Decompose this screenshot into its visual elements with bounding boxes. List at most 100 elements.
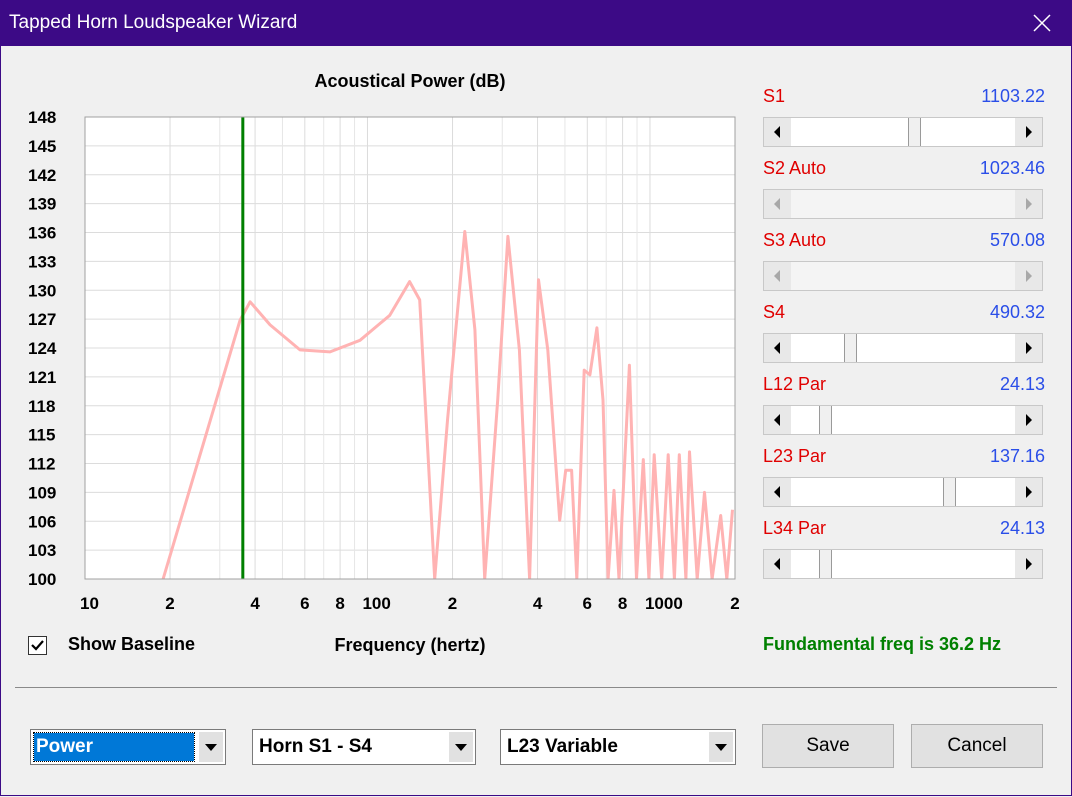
slider-label: S4	[763, 302, 786, 322]
checkbox-label[interactable]: Show Baseline	[68, 634, 196, 654]
x-tick-label: 8	[618, 594, 627, 613]
dropdown-arrow[interactable]	[199, 732, 223, 762]
slider-label: S1	[763, 86, 786, 106]
slider-label: L23 Par	[763, 446, 827, 466]
scroll-right-button[interactable]	[1015, 550, 1042, 578]
slider-value: 1023.46	[979, 158, 1045, 178]
scroll-left-button[interactable]	[764, 550, 791, 578]
y-tick-label: 136	[28, 224, 56, 243]
x-tick-label: 4	[533, 594, 543, 613]
slider-value: 1103.22	[981, 86, 1045, 106]
x-tick-label: 8	[335, 594, 344, 613]
arrow-icon	[1026, 270, 1032, 282]
scroll-thumb[interactable]	[819, 406, 832, 434]
x-tick-label: 2	[730, 594, 739, 613]
y-tick-label: 130	[28, 281, 56, 300]
arrow-icon	[774, 342, 780, 354]
chart: Acoustical Power (dB) Frequency (hertz) …	[28, 71, 740, 655]
scroll-left-button	[764, 190, 791, 218]
dropdown[interactable]: Power	[30, 729, 226, 765]
x-tick-label: 6	[583, 594, 592, 613]
scrollbar[interactable]	[763, 477, 1043, 507]
scroll-thumb[interactable]	[943, 478, 956, 506]
arrow-icon	[1026, 126, 1032, 138]
arrow-icon	[774, 198, 780, 210]
y-tick-label: 103	[28, 541, 56, 560]
arrow-icon	[774, 270, 780, 282]
scrollbar[interactable]	[763, 549, 1043, 579]
check-mark	[31, 640, 44, 651]
dropdown-arrow[interactable]	[449, 732, 473, 762]
scroll-right-button	[1015, 190, 1042, 218]
scrollbar[interactable]	[763, 333, 1043, 363]
slider-label: L34 Par	[763, 518, 827, 538]
title-bar: Tapped Horn Loudspeaker Wizard	[0, 0, 1072, 46]
scroll-thumb[interactable]	[819, 550, 832, 578]
checkbox[interactable]	[28, 636, 47, 655]
y-tick-label: 124	[28, 339, 57, 358]
slider-value: 24.13	[999, 374, 1045, 394]
slider-value: 24.13	[999, 518, 1045, 538]
scroll-thumb[interactable]	[844, 334, 857, 362]
status-text: Fundamental freq is 36.2 Hz	[763, 634, 1002, 654]
y-tick-label: 139	[28, 195, 56, 214]
x-tick-label: 6	[300, 594, 309, 613]
y-tick-label: 121	[28, 368, 56, 387]
x-tick-label: 2	[448, 594, 457, 613]
y-tick-label: 145	[28, 137, 56, 156]
scroll-right-button[interactable]	[1015, 406, 1042, 434]
y-tick-label: 109	[28, 483, 56, 502]
scroll-left-button[interactable]	[764, 334, 791, 362]
dropdown-arrow[interactable]	[709, 732, 733, 762]
y-tick-label: 106	[28, 512, 56, 531]
arrow-icon	[205, 744, 217, 751]
arrow-icon	[774, 414, 780, 426]
window-title: Tapped Horn Loudspeaker Wizard	[9, 12, 298, 33]
scroll-right-button	[1015, 262, 1042, 290]
dropdown-text: Power	[33, 732, 195, 762]
arrow-icon	[774, 486, 780, 498]
power-curve	[161, 230, 734, 579]
y-tick-label: 112	[28, 455, 55, 474]
button[interactable]: Cancel	[911, 724, 1043, 768]
scroll-right-button[interactable]	[1015, 478, 1042, 506]
scroll-left-button[interactable]	[764, 406, 791, 434]
plot-border	[84, 116, 736, 580]
x-axis-label: Frequency (hertz)	[334, 635, 485, 655]
y-tick-label: 142	[28, 166, 56, 185]
arrow-icon	[1026, 342, 1032, 354]
x-tick-label: 4	[250, 594, 260, 613]
x-tick-label: 10	[80, 594, 99, 613]
chart-title: Acoustical Power (dB)	[314, 71, 505, 91]
arrow-icon	[774, 126, 780, 138]
dropdown[interactable]: L23 Variable	[500, 729, 736, 765]
scrollbar	[763, 189, 1043, 219]
dropdown-text: Horn S1 - S4	[259, 736, 372, 757]
arrow-icon	[715, 744, 727, 751]
x-tick-label: 2	[165, 594, 174, 613]
scroll-right-button[interactable]	[1015, 334, 1042, 362]
x-tick-label: 1000	[645, 594, 683, 613]
close-button[interactable]	[1032, 13, 1052, 33]
slider-value: 570.08	[989, 230, 1045, 250]
arrow-icon	[1026, 414, 1032, 426]
scroll-left-button[interactable]	[764, 478, 791, 506]
slider-label: L12 Par	[763, 374, 827, 394]
scroll-left-button[interactable]	[764, 118, 791, 146]
y-tick-label: 127	[28, 310, 56, 329]
scroll-right-button[interactable]	[1015, 118, 1042, 146]
arrow-icon	[1026, 558, 1032, 570]
slider-label: S3 Auto	[763, 230, 827, 250]
dropdown-text: L23 Variable	[507, 736, 618, 757]
dropdown[interactable]: Horn S1 - S4	[252, 729, 476, 765]
slider-value: 490.32	[989, 302, 1045, 322]
arrow-icon	[1026, 198, 1032, 210]
scrollbar[interactable]	[763, 405, 1043, 435]
y-tick-label: 100	[28, 570, 56, 589]
button[interactable]: Save	[762, 724, 894, 768]
slider-label: S2 Auto	[763, 158, 827, 178]
slider-value: 137.16	[989, 446, 1045, 466]
scrollbar[interactable]	[763, 117, 1043, 147]
scroll-thumb[interactable]	[908, 118, 921, 146]
